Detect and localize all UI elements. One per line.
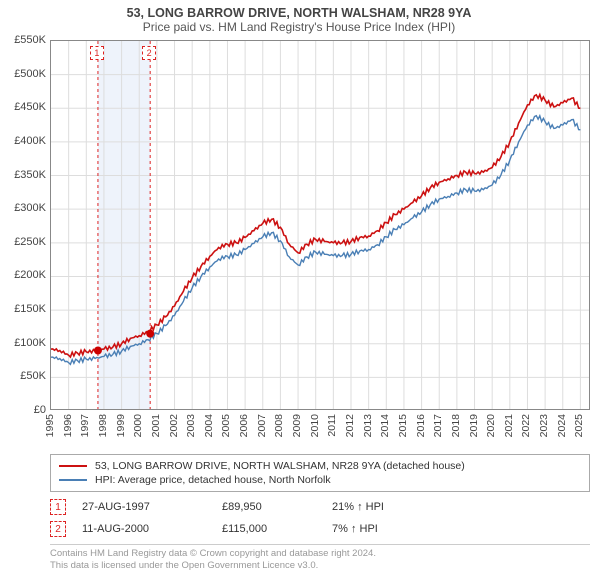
- x-axis-label: 1998: [97, 414, 109, 437]
- y-axis-label: £500K: [14, 68, 46, 80]
- y-axis-label: £250K: [14, 236, 46, 248]
- x-axis-label: 2010: [309, 414, 321, 437]
- x-axis-label: 2023: [538, 414, 550, 437]
- x-axis-label: 1996: [62, 414, 74, 437]
- attr-line2: This data is licensed under the Open Gov…: [50, 560, 590, 572]
- chart-subtitle: Price paid vs. HM Land Registry's House …: [8, 20, 590, 34]
- x-axis-label: 2019: [468, 414, 480, 437]
- x-axis-label: 2006: [238, 414, 250, 437]
- event-delta: 7% ↑ HPI: [332, 523, 378, 535]
- x-axis-label: 2000: [132, 414, 144, 437]
- legend-swatch: [59, 479, 87, 481]
- chart-title: 53, LONG BARROW DRIVE, NORTH WALSHAM, NR…: [8, 6, 590, 20]
- x-axis-label: 2025: [573, 414, 585, 437]
- event-date: 27-AUG-1997: [82, 501, 222, 513]
- event-row: 1 27-AUG-1997£89,95021% ↑ HPI: [50, 496, 590, 518]
- event-date: 11-AUG-2000: [82, 523, 222, 535]
- chart-area: £0£50K£100K£150K£200K£250K£300K£350K£400…: [50, 40, 590, 410]
- x-axis-label: 2016: [415, 414, 427, 437]
- x-axis-label: 1997: [79, 414, 91, 437]
- x-axis-label: 2024: [556, 414, 568, 437]
- y-axis-label: £200K: [14, 269, 46, 281]
- x-axis-label: 2013: [362, 414, 374, 437]
- event-marker-2: 2: [142, 46, 156, 60]
- legend-label: HPI: Average price, detached house, Nort…: [95, 474, 331, 486]
- x-axis-label: 1995: [44, 414, 56, 437]
- event-marker-1: 1: [90, 46, 104, 60]
- events-table: 1 27-AUG-1997£89,95021% ↑ HPI 2 11-AUG-2000…: [50, 496, 590, 540]
- legend: 53, LONG BARROW DRIVE, NORTH WALSHAM, NR…: [50, 454, 590, 492]
- x-axis-label: 2014: [379, 414, 391, 437]
- x-axis-label: 2020: [485, 414, 497, 437]
- x-axis-label: 2002: [168, 414, 180, 437]
- legend-item: HPI: Average price, detached house, Nort…: [59, 473, 581, 487]
- attribution: Contains HM Land Registry data © Crown c…: [50, 544, 590, 572]
- y-axis-label: £450K: [14, 101, 46, 113]
- chart-container: 53, LONG BARROW DRIVE, NORTH WALSHAM, NR…: [0, 0, 600, 560]
- y-axis-label: £350K: [14, 169, 46, 181]
- y-axis-label: £550K: [14, 34, 46, 46]
- x-axis-label: 2008: [273, 414, 285, 437]
- x-axis-label: 2015: [397, 414, 409, 437]
- y-axis-label: £50K: [20, 370, 46, 382]
- y-axis-label: £100K: [14, 337, 46, 349]
- x-axis-label: 1999: [115, 414, 127, 437]
- legend-swatch: [59, 465, 87, 467]
- legend-label: 53, LONG BARROW DRIVE, NORTH WALSHAM, NR…: [95, 460, 465, 472]
- x-axis-label: 2017: [432, 414, 444, 437]
- x-axis-label: 2001: [150, 414, 162, 437]
- y-axis-label: £300K: [14, 202, 46, 214]
- legend-item: 53, LONG BARROW DRIVE, NORTH WALSHAM, NR…: [59, 459, 581, 473]
- x-axis-label: 2018: [450, 414, 462, 437]
- y-axis-label: £400K: [14, 135, 46, 147]
- event-row: 2 11-AUG-2000£115,0007% ↑ HPI: [50, 518, 590, 540]
- x-axis-label: 2012: [344, 414, 356, 437]
- chart-plot: [50, 40, 590, 410]
- x-axis-label: 2007: [256, 414, 268, 437]
- x-axis-label: 2004: [203, 414, 215, 437]
- attr-line1: Contains HM Land Registry data © Crown c…: [50, 548, 590, 560]
- x-axis-label: 2009: [291, 414, 303, 437]
- event-price: £89,950: [222, 501, 332, 513]
- x-axis-label: 2011: [326, 414, 338, 437]
- x-axis-label: 2005: [220, 414, 232, 437]
- event-price: £115,000: [222, 523, 332, 535]
- x-axis-label: 2022: [520, 414, 532, 437]
- event-num-marker: 1: [50, 499, 66, 515]
- x-axis-label: 2003: [185, 414, 197, 437]
- event-delta: 21% ↑ HPI: [332, 501, 384, 513]
- x-axis-label: 2021: [503, 414, 515, 437]
- y-axis-label: £150K: [14, 303, 46, 315]
- event-num-marker: 2: [50, 521, 66, 537]
